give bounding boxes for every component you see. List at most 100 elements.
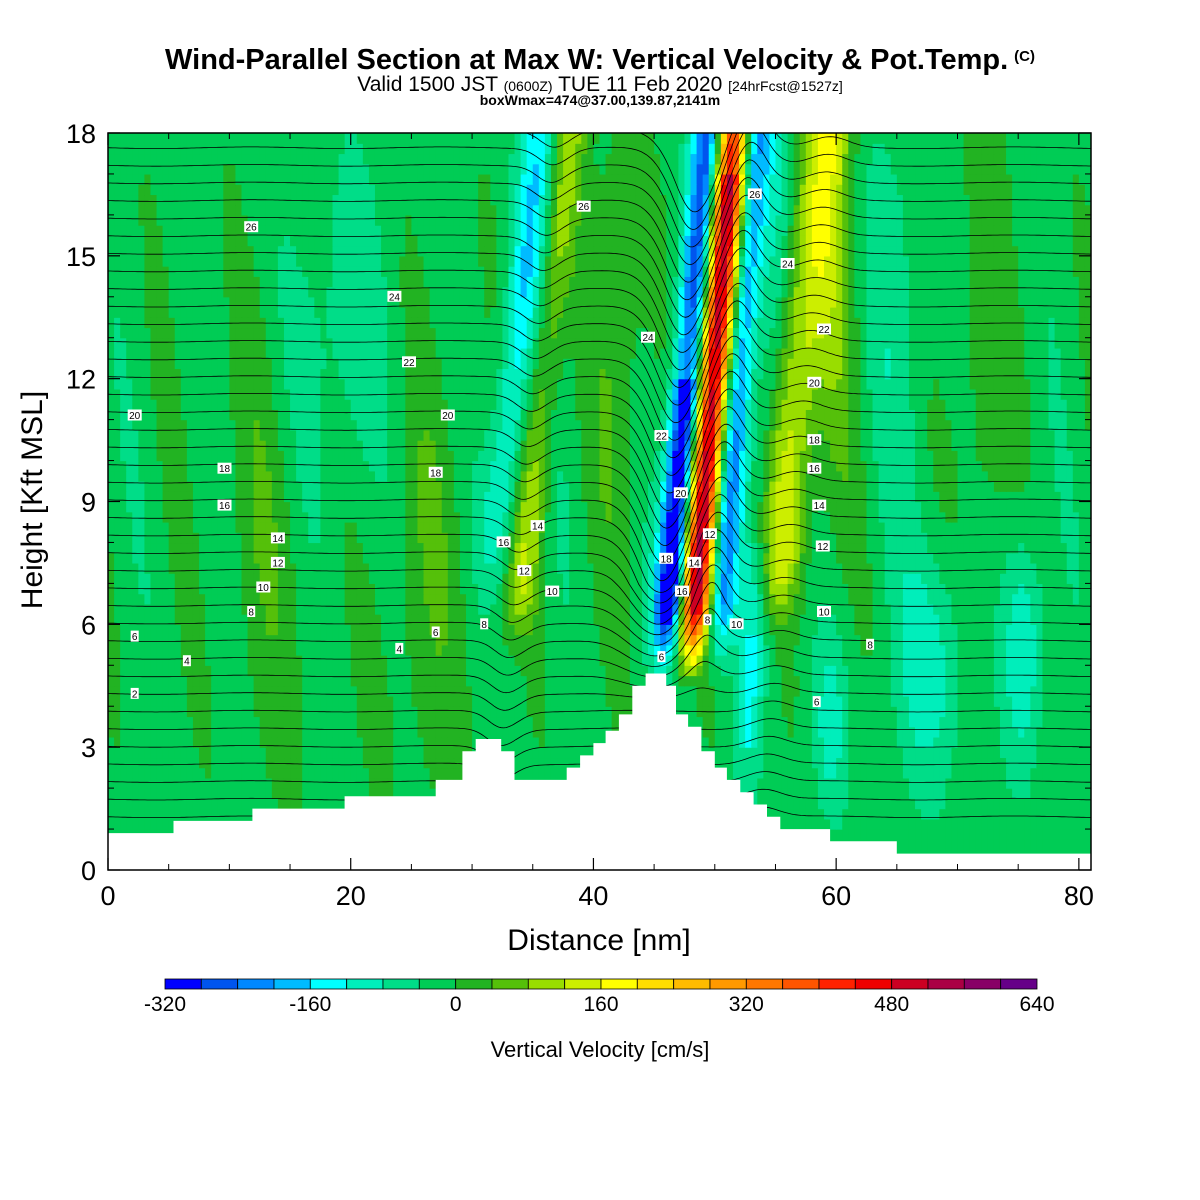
velocity-cell bbox=[526, 634, 534, 646]
velocity-cell bbox=[720, 726, 728, 738]
velocity-cell bbox=[283, 573, 291, 584]
velocity-cell bbox=[168, 798, 176, 810]
velocity-cell bbox=[933, 603, 940, 615]
velocity-cell bbox=[799, 808, 807, 820]
velocity-cell bbox=[587, 573, 595, 584]
velocity-cell bbox=[277, 624, 285, 636]
velocity-cell bbox=[271, 788, 279, 799]
velocity-cell bbox=[563, 716, 570, 728]
velocity-cell bbox=[860, 818, 868, 830]
velocity-cell bbox=[459, 695, 467, 707]
velocity-cell bbox=[205, 695, 212, 707]
velocity-cell bbox=[150, 644, 158, 656]
velocity-cell bbox=[672, 593, 679, 605]
velocity-cell bbox=[763, 767, 770, 779]
velocity-cell bbox=[763, 634, 770, 646]
velocity-cell bbox=[1072, 593, 1080, 605]
velocity-cell bbox=[866, 603, 874, 615]
velocity-cell bbox=[787, 706, 795, 718]
velocity-cell bbox=[969, 695, 977, 707]
velocity-cell bbox=[933, 726, 940, 738]
velocity-cell bbox=[320, 603, 328, 615]
velocity-cell bbox=[168, 726, 176, 738]
velocity-cell bbox=[945, 614, 953, 625]
velocity-cell bbox=[975, 757, 983, 769]
velocity-cell bbox=[283, 777, 291, 789]
velocity-cell bbox=[890, 767, 898, 779]
velocity-cell bbox=[526, 573, 534, 584]
velocity-cell bbox=[745, 757, 752, 769]
velocity-cell bbox=[466, 685, 473, 697]
velocity-cell bbox=[211, 788, 218, 799]
velocity-cell bbox=[502, 552, 510, 564]
velocity-cell bbox=[575, 675, 582, 687]
velocity-cell bbox=[199, 644, 206, 656]
velocity-cell bbox=[775, 655, 783, 666]
velocity-cell bbox=[896, 573, 904, 584]
velocity-cell bbox=[192, 788, 200, 799]
velocity-cell bbox=[447, 685, 455, 697]
velocity-cell bbox=[927, 736, 934, 748]
velocity-cell bbox=[787, 818, 795, 830]
velocity-cell bbox=[805, 573, 813, 584]
velocity-cell bbox=[417, 603, 425, 615]
velocity-cell bbox=[557, 634, 564, 646]
velocity-cell bbox=[1078, 798, 1086, 810]
velocity-cell bbox=[362, 767, 370, 779]
velocity-cell bbox=[817, 614, 825, 625]
velocity-cell bbox=[265, 706, 273, 718]
velocity-cell bbox=[302, 665, 309, 677]
velocity-cell bbox=[836, 583, 843, 595]
velocity-cell bbox=[405, 726, 412, 738]
velocity-cell bbox=[247, 665, 255, 677]
velocity-cell bbox=[326, 767, 334, 779]
velocity-cell bbox=[1084, 736, 1091, 748]
velocity-cell bbox=[544, 624, 552, 636]
velocity-cell bbox=[259, 726, 267, 738]
velocity-cell bbox=[132, 767, 139, 779]
velocity-cell bbox=[1054, 839, 1062, 851]
velocity-cell bbox=[362, 726, 370, 738]
velocity-cell bbox=[399, 583, 406, 595]
velocity-cell bbox=[387, 562, 394, 574]
velocity-cell bbox=[138, 614, 146, 625]
velocity-cell bbox=[775, 634, 783, 646]
velocity-cell bbox=[544, 634, 552, 646]
velocity-cell bbox=[174, 573, 182, 584]
velocity-cell bbox=[1042, 839, 1050, 851]
velocity-cell bbox=[593, 675, 601, 687]
velocity-cell bbox=[283, 644, 291, 656]
velocity-cell bbox=[1018, 614, 1025, 625]
velocity-cell bbox=[963, 747, 971, 759]
velocity-cell bbox=[830, 603, 837, 615]
velocity-cell bbox=[866, 655, 874, 666]
velocity-cell bbox=[362, 675, 370, 687]
velocity-cell bbox=[557, 736, 564, 748]
velocity-cell bbox=[411, 788, 419, 799]
velocity-cell bbox=[854, 706, 862, 718]
velocity-cell bbox=[271, 675, 279, 687]
velocity-cell bbox=[314, 603, 321, 615]
velocity-cell bbox=[459, 706, 467, 718]
velocity-cell bbox=[635, 634, 643, 646]
velocity-cell bbox=[1030, 839, 1037, 851]
velocity-cell bbox=[587, 747, 595, 759]
velocity-cell bbox=[302, 552, 309, 564]
velocity-cell bbox=[296, 777, 303, 789]
velocity-cell bbox=[732, 644, 740, 656]
velocity-cell bbox=[842, 593, 849, 605]
velocity-cell bbox=[557, 593, 564, 605]
velocity-cell bbox=[781, 603, 789, 615]
velocity-cell bbox=[872, 655, 880, 666]
velocity-cell bbox=[927, 614, 934, 625]
velocity-cell bbox=[466, 675, 473, 687]
velocity-cell bbox=[265, 757, 273, 769]
velocity-cell bbox=[296, 624, 303, 636]
velocity-cell bbox=[581, 644, 588, 656]
velocity-cell bbox=[484, 634, 491, 646]
velocity-cell bbox=[120, 593, 127, 605]
velocity-cell bbox=[933, 634, 940, 646]
velocity-cell bbox=[623, 603, 631, 615]
velocity-cell bbox=[108, 583, 115, 595]
velocity-cell bbox=[769, 777, 777, 789]
